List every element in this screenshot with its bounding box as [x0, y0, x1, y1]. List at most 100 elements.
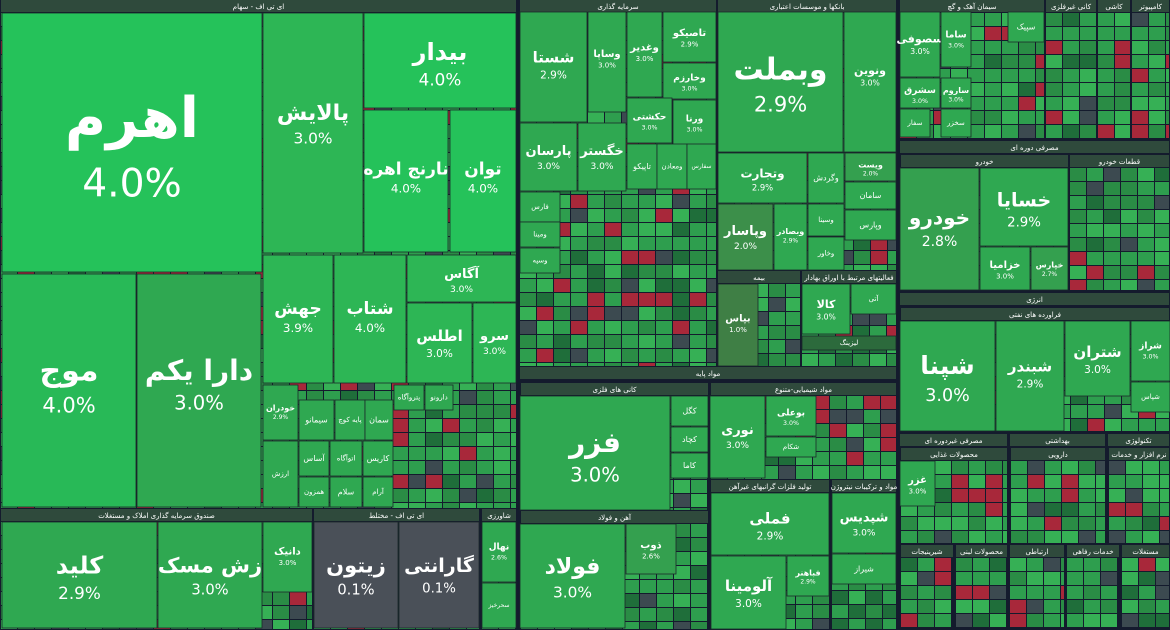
filler-cell — [494, 489, 510, 502]
filler-cell — [392, 433, 408, 446]
filler-cell — [1122, 586, 1138, 599]
filler-cell — [1080, 111, 1096, 124]
tile-change: 3.0% — [948, 96, 964, 103]
tile-name: نارنج اهره — [363, 160, 448, 180]
filler-cell — [1166, 41, 1169, 54]
filler-cell — [623, 594, 639, 607]
filler-cell — [1096, 531, 1105, 543]
filler-cell — [1098, 97, 1114, 110]
filler-cell — [571, 321, 587, 334]
filler-cell — [622, 209, 638, 222]
filler-cell — [588, 293, 604, 306]
filler-cell — [1011, 503, 1027, 516]
filler-cell — [956, 600, 972, 613]
filler-cell — [1121, 238, 1137, 251]
filler-cell — [477, 461, 493, 474]
tile — [363, 109, 449, 253]
tile-name: لیزینگ — [840, 338, 858, 347]
tile — [765, 395, 817, 437]
filler-cell — [622, 363, 638, 366]
filler-cell — [901, 531, 917, 543]
filler-cell — [1063, 83, 1079, 96]
tile — [398, 521, 480, 629]
tile — [298, 440, 330, 477]
filler-cell — [443, 475, 459, 488]
filler-cell — [881, 410, 896, 423]
group-title: تولید فلزات گرانبهای غیرآهن — [729, 482, 812, 491]
tile-change: 3.0% — [483, 347, 506, 357]
tile-change: 2.0% — [863, 170, 879, 177]
filler-cell — [1036, 125, 1044, 138]
tile — [519, 122, 578, 192]
filler-cell — [990, 600, 1006, 613]
tile-change: 4.0% — [468, 182, 498, 196]
filler-cell — [460, 433, 476, 446]
filler-cell — [881, 466, 896, 479]
filler-cell — [1138, 280, 1154, 290]
filler-cell — [901, 558, 917, 571]
filler-cell — [657, 608, 673, 621]
filler-cell — [1044, 614, 1060, 627]
filler-cell — [847, 452, 863, 465]
filler-cell — [935, 531, 951, 543]
filler-cell — [854, 265, 870, 270]
tile-name: فارس — [531, 203, 548, 211]
tile-name: فزر — [567, 426, 621, 459]
filler-cell — [1019, 41, 1035, 54]
filler-cell — [1070, 252, 1086, 265]
filler-cell — [1098, 13, 1114, 26]
filler-cell — [673, 265, 689, 278]
filler-cell — [1138, 168, 1154, 181]
filler-cell — [1087, 266, 1103, 279]
filler-cell — [691, 508, 707, 510]
filler-cell — [691, 566, 707, 579]
filler-cell — [819, 354, 835, 366]
group-header — [900, 141, 1169, 153]
filler-cell — [1096, 503, 1105, 516]
group-title: دارویی — [1048, 451, 1068, 459]
tile — [625, 523, 677, 575]
tile-name: فملی — [749, 510, 790, 528]
filler-cell — [956, 572, 972, 585]
filler-cell — [813, 605, 829, 618]
filler-cell — [1096, 489, 1105, 502]
filler-cell — [1166, 55, 1169, 68]
filler-cell — [605, 307, 621, 320]
filler-cell — [1122, 419, 1138, 431]
tile — [1, 273, 137, 508]
filler-cell — [813, 452, 829, 465]
tile — [807, 152, 845, 204]
filler-cell — [511, 461, 516, 474]
filler-cell — [1036, 111, 1044, 124]
filler-cell — [1028, 517, 1044, 530]
filler-cell — [1036, 83, 1044, 96]
filler-cell — [935, 489, 951, 502]
filler-cell — [639, 223, 655, 236]
tile-name: شکام — [783, 443, 799, 451]
tile — [844, 152, 897, 182]
filler-cell — [1115, 97, 1130, 110]
filler-cell — [1084, 558, 1100, 571]
filler-cell — [1061, 614, 1064, 627]
filler-cell — [673, 307, 689, 320]
filler-cell — [1070, 210, 1086, 223]
filler-cell — [554, 307, 570, 320]
group-title: محصولات لبنی — [960, 548, 1003, 556]
tile-name: وگردش — [813, 173, 839, 183]
tile-name: وغدیر — [629, 43, 659, 54]
filler-cell — [935, 461, 951, 474]
tile — [157, 521, 263, 629]
tile-name: وخاور — [817, 250, 835, 258]
tile — [1064, 320, 1131, 397]
tile-name: ذوب — [640, 540, 661, 551]
filler-cell — [571, 349, 587, 362]
tile-change: 2.7% — [1042, 271, 1058, 278]
filler-cell — [690, 265, 706, 278]
filler-cell — [1062, 489, 1078, 502]
tile-name: شتاب — [346, 299, 393, 319]
filler-cell — [571, 279, 587, 292]
filler-cell — [1166, 111, 1169, 124]
tile-name: کگل — [682, 406, 696, 416]
filler-cell — [871, 265, 887, 270]
filler-cell — [690, 223, 706, 236]
